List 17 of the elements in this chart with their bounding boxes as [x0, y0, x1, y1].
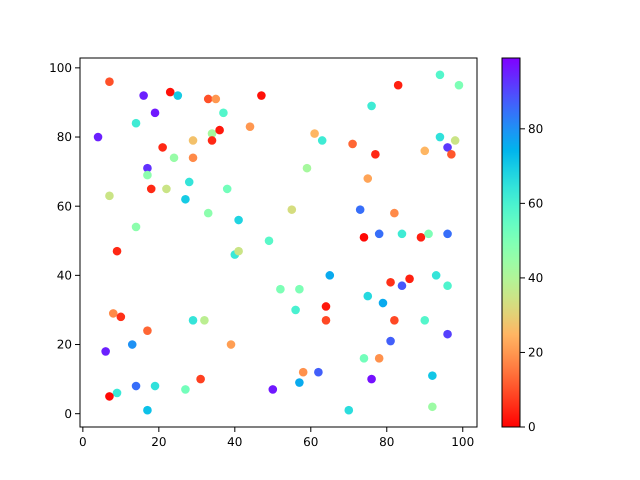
- color-bar-label: 80: [528, 122, 544, 136]
- color-bar-label: 0: [528, 420, 536, 434]
- color-bar-label: 60: [528, 196, 544, 211]
- y-tick-label: 100: [49, 61, 72, 76]
- y-tick-label: 80: [56, 130, 72, 144]
- x-tick-label: 0: [79, 435, 87, 449]
- x-tick-label: 80: [379, 435, 394, 449]
- y-tick-label: 40: [56, 268, 72, 283]
- x-tick-label: 40: [227, 435, 242, 449]
- x-tick-label: 20: [151, 435, 166, 449]
- x-tick-label: 100: [451, 435, 474, 449]
- x-tick-label: 60: [303, 435, 318, 449]
- y-tick-label: 0: [64, 406, 72, 421]
- color-bar-label: 20: [528, 346, 544, 360]
- y-tick-label: 60: [56, 199, 72, 214]
- color-bar-label: 40: [528, 271, 544, 286]
- y-tick-label: 20: [56, 338, 72, 352]
